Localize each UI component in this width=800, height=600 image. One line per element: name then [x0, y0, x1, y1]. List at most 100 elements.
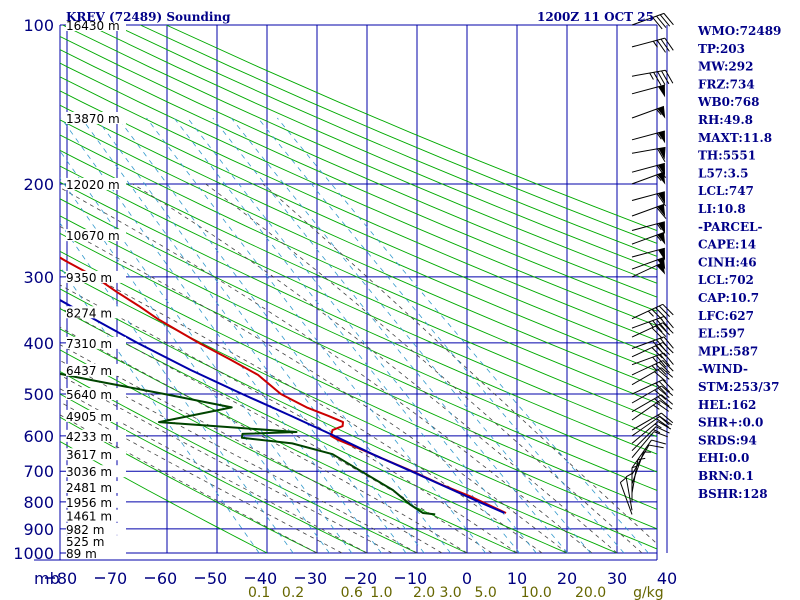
- pressure-tick-label: 200: [23, 175, 54, 194]
- barb-flag: [652, 320, 663, 333]
- mixing-ratio-line: [257, 117, 625, 554]
- barb-flag: [658, 361, 670, 374]
- dry-adiabat: [60, 250, 657, 530]
- index-value: WB0:768: [697, 95, 759, 109]
- wind-barb: [631, 367, 674, 386]
- wind-barb: [631, 385, 674, 404]
- index-value: EHI:0.0: [698, 451, 749, 465]
- pressure-tick-label: 300: [23, 268, 54, 287]
- wind-barb: [631, 12, 674, 30]
- height-label-bg: [66, 448, 126, 461]
- pressure-tick-label: 700: [23, 462, 54, 481]
- barb-flag: [662, 360, 674, 372]
- barb-half-flag: [652, 40, 658, 48]
- barb-half-flag: [637, 457, 646, 461]
- barb-half-flag: [643, 451, 652, 453]
- barb-half-flag: [653, 404, 660, 410]
- barb-flag: [661, 412, 674, 424]
- height-label-bg: [66, 388, 126, 401]
- temperature-tick-label: 0: [462, 569, 472, 588]
- barb-flag: [659, 400, 673, 410]
- wind-barb: [631, 84, 666, 98]
- index-value: MAXT:11.8: [698, 131, 772, 145]
- barb-half-flag: [656, 132, 662, 140]
- pressure-tick-label: 900: [23, 520, 54, 539]
- barb-half-flag: [654, 423, 662, 429]
- mixing-ratio-line: [95, 117, 425, 554]
- wind-barb: [631, 451, 652, 485]
- index-value: SRDS:94: [698, 433, 757, 447]
- wind-barbs: [619, 12, 674, 515]
- barb-flag: [657, 396, 670, 407]
- temperature-tick-label: 10: [407, 569, 427, 588]
- barb-pennant: [657, 232, 666, 245]
- mixing-ratio-label: 1.0: [370, 585, 392, 600]
- dry-adiabat: [60, 328, 518, 554]
- dry-adiabat: [88, 25, 657, 271]
- temperature-tick-label: 40: [657, 569, 677, 588]
- barb-half-flag: [649, 72, 654, 80]
- sounding-time: 1200Z 11 OCT 25: [537, 10, 654, 24]
- barb-staff: [631, 247, 665, 258]
- wind-barb: [631, 171, 666, 185]
- barb-flag: [659, 14, 671, 27]
- height-label: 1956 m: [66, 496, 112, 510]
- index-value: BSHR:128: [698, 487, 768, 501]
- dry-adiabat: [60, 198, 657, 473]
- moist-adiabat: [60, 374, 393, 554]
- barb-staff: [631, 400, 661, 421]
- barb-flag: [661, 367, 674, 378]
- barb-flag: [657, 71, 666, 85]
- wind-barb: [631, 421, 672, 444]
- dry-adiabat: [60, 104, 657, 372]
- mixing-ratio-label: 2.0: [413, 585, 435, 600]
- temperature-tick-label: 10: [507, 569, 527, 588]
- barb-flag: [664, 37, 674, 51]
- pressure-tick-label: 400: [23, 334, 54, 353]
- dry-adiabat: [60, 134, 657, 404]
- barb-half-flag: [631, 464, 640, 469]
- height-label-bg: [66, 522, 126, 535]
- mixing-ratio-line: [146, 117, 486, 554]
- temperature-tick-label: 40: [257, 569, 277, 588]
- barb-flag: [657, 421, 672, 430]
- mixing-ratio-label: 5.0: [474, 585, 496, 600]
- height-label: 5640 m: [66, 388, 112, 402]
- barb-flag: [661, 385, 674, 397]
- pressure-axis-labels: 100 200 300 400 500 600 700 800 900 1000: [13, 16, 54, 563]
- barb-pennant: [658, 85, 666, 98]
- barb-flag: [655, 382, 667, 395]
- mixing-ratio-label: 20.0: [575, 585, 606, 600]
- barb-half-flag: [656, 108, 662, 116]
- mixing-ratio-label: 0.6: [341, 585, 363, 600]
- mixing-ratio-line: [60, 222, 294, 554]
- mixing-ratio-line: [81, 117, 407, 554]
- dry-adiabat: [60, 76, 657, 341]
- index-value: WMO:72489: [697, 24, 781, 38]
- barb-staff: [631, 352, 665, 366]
- height-label: 7310 m: [66, 337, 112, 351]
- barb-flag: [663, 336, 674, 349]
- dry-adiabats: [60, 25, 657, 554]
- barb-flag: [654, 371, 667, 382]
- mixing-ratio-line: [173, 117, 520, 554]
- index-value: -PARCEL-: [698, 220, 763, 234]
- mixing-ratio-line: [230, 117, 591, 554]
- wind-barb: [631, 457, 646, 494]
- moist-adiabat: [60, 388, 368, 554]
- moist-adiabat: [262, 183, 657, 545]
- barb-half-flag: [620, 477, 627, 483]
- height-label-bg: [66, 363, 126, 376]
- barb-staff: [631, 303, 664, 320]
- barb-flag: [651, 327, 663, 339]
- barb-staff: [631, 394, 662, 413]
- height-label-bg: [66, 495, 126, 508]
- barb-flag: [657, 369, 670, 380]
- barb-flag: [665, 70, 674, 84]
- mixing-ratio-line: [187, 117, 537, 554]
- index-value: L57:3.5: [698, 166, 748, 180]
- barb-staff: [631, 336, 665, 349]
- height-label-bg: [66, 306, 126, 319]
- index-value: LCL:747: [698, 184, 754, 198]
